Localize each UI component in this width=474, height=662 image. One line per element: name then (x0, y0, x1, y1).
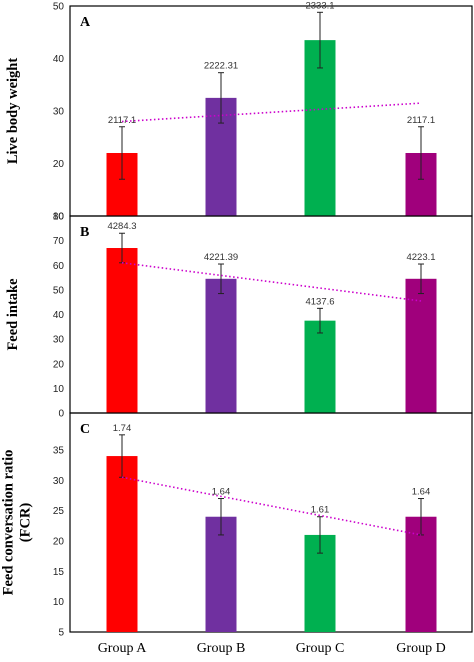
trendline (121, 261, 422, 302)
y-tick-label: 20 (53, 359, 65, 370)
data-label: 2117.1 (108, 115, 136, 126)
y-tick-label: 30 (53, 476, 65, 487)
data-label: 1.61 (311, 505, 330, 516)
x-category-label: Group D (396, 641, 445, 656)
y-axis-label-line: (FCR) (17, 503, 33, 543)
y-tick-label: 10 (53, 597, 65, 608)
bar-group-a (106, 248, 138, 413)
data-label: 1.74 (113, 423, 132, 434)
y-tick-label: 25 (53, 506, 65, 517)
data-label: 4284.3 (107, 221, 136, 232)
y-tick-label: 5 (58, 628, 64, 639)
data-label: 2117.1 (407, 115, 435, 126)
bar-group-a (106, 456, 138, 632)
y-tick-label: 40 (53, 54, 65, 65)
trendline (121, 102, 422, 123)
y-tick-label: 15 (53, 567, 65, 578)
y-tick-label: 60 (53, 261, 65, 272)
y-axis-label-line: Feed conversation ratio (1, 450, 17, 596)
y-tick-label: 10 (53, 212, 65, 223)
data-label: 2333.1 (305, 0, 334, 11)
trendline (121, 476, 422, 536)
y-tick-label: 30 (53, 107, 65, 118)
panel-c: C 5 10 15 20 25 30 35 Feed conversation ratio(FC… (1, 412, 473, 639)
bar-group-b (205, 516, 237, 632)
bar-group-c (304, 320, 336, 413)
data-label: 4223.1 (406, 252, 435, 263)
y-tick-label: 10 (53, 384, 65, 395)
data-label: 4221.39 (204, 252, 238, 263)
data-label: 1.64 (212, 487, 231, 498)
bar-group-c (304, 40, 336, 216)
panel-letter: C (80, 422, 90, 437)
x-category-label: Group A (98, 641, 148, 656)
y-tick-label: 0 (58, 409, 64, 420)
bar-group-d (405, 516, 437, 632)
y-tick-label: 70 (53, 236, 65, 247)
y-tick-label: 35 (53, 446, 65, 457)
y-tick-label: 20 (53, 537, 65, 548)
y-tick-label: 30 (53, 335, 65, 346)
y-tick-label: 50 (53, 2, 65, 13)
y-tick-label: 20 (53, 159, 65, 170)
x-category-label: Group C (296, 641, 345, 656)
y-axis-label: Feed conversation ratio(FCR) (1, 450, 34, 596)
data-label: 4137.6 (305, 296, 334, 307)
panel-letter: A (80, 15, 91, 30)
data-label: 2222.31 (204, 61, 238, 72)
bar-group-d (405, 278, 437, 413)
panel-b: B 0 10 20 30 40 50 60 70 80 Feed intake 4284.3 4221.… (5, 212, 473, 420)
y-axis-label: Live body weight (5, 58, 21, 165)
panel-a: A 10 20 30 40 50 Live body weight 2117.1 2222.31… (5, 0, 473, 223)
bar-group-b (205, 278, 237, 413)
y-tick-label: 80 (53, 212, 65, 223)
panel-frame (69, 412, 473, 633)
y-axis-label: Feed intake (5, 278, 21, 351)
y-tick-label: 50 (53, 285, 65, 296)
x-category-label: Group B (197, 641, 246, 656)
data-label: 1.64 (412, 487, 431, 498)
panel-letter: B (80, 225, 89, 240)
y-tick-label: 40 (53, 310, 65, 321)
